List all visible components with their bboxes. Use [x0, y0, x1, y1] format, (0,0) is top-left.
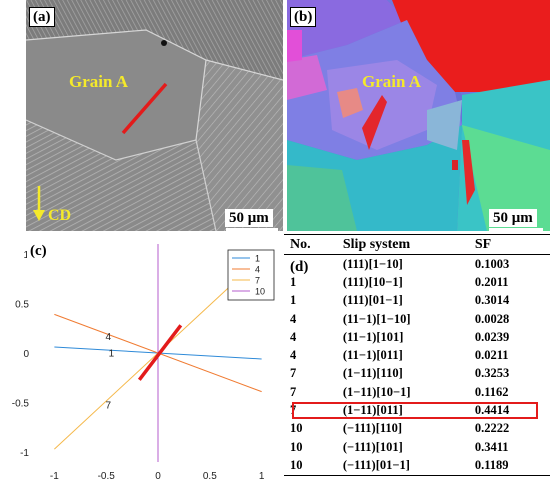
row-slip-system: (111)[1−10] — [342, 256, 403, 271]
row-slip-system: (−111)[110] — [342, 421, 403, 436]
table-row: 7 (1−11)[10−1] 0.1162 — [284, 383, 550, 401]
header-no: No. — [284, 234, 343, 255]
row-sf: 0.1189 — [474, 456, 550, 476]
panel-d-tag: (d) — [288, 259, 311, 276]
y-tick-label: -0.5 — [12, 399, 30, 410]
panel-a-tag: (a) — [29, 7, 55, 27]
row-no: 7 — [290, 366, 297, 381]
scale-bar-label-ebsd: 50 μm — [489, 209, 537, 227]
row-sf: 0.2222 — [474, 421, 510, 436]
x-tick-label: 1 — [259, 471, 265, 482]
y-tick-label: 0.5 — [15, 299, 29, 310]
table-row: 4 (11−1)[101] 0.0239 — [284, 328, 550, 346]
slip-trace-line — [121, 82, 168, 135]
table-row: 4 (11−1)[011] 0.0211 — [284, 346, 550, 364]
x-tick-label: 0 — [155, 471, 161, 482]
highlight-slip-trace — [137, 324, 183, 381]
x-tick-label: 0.5 — [203, 471, 217, 482]
sem-micrograph-image — [26, 0, 283, 231]
table-row: 1(111)[1−10]0.1003 — [284, 255, 550, 274]
table-row: 1 (111)[01−1] 0.3014 — [284, 292, 550, 310]
panel-b-tag: (b) — [290, 7, 317, 27]
row-no: 10 — [290, 421, 303, 436]
row-slip-system: (−111)[01−1] — [342, 456, 475, 476]
row-slip-system: (111)[01−1] — [342, 293, 403, 308]
ebsd-map-panel: (b) Grain A 50 μm — [287, 0, 550, 231]
ebsd-orientation-map — [287, 0, 550, 231]
header-sf: SF — [474, 234, 550, 255]
row-slip-system: (111)[10−1] — [342, 274, 403, 289]
cd-arrow-icon — [33, 186, 45, 221]
row-sf: 0.3014 — [474, 293, 510, 308]
row-sf: 0.2011 — [474, 274, 509, 289]
series-label: 1 — [109, 349, 115, 360]
legend-entry: 1 — [255, 254, 260, 264]
legend-entry: 4 — [255, 265, 260, 275]
grain-a-label: Grain A — [69, 72, 129, 91]
row-slip-system: (1−11)[10−1] — [342, 384, 411, 399]
cd-direction-label: CD — [48, 207, 72, 224]
row-no: 1 — [290, 274, 297, 289]
series-label: 4 — [105, 332, 111, 343]
x-tick-label: -0.5 — [98, 471, 116, 482]
row-sf: 0.1162 — [474, 384, 509, 399]
row-no: 4 — [290, 311, 297, 326]
table-row: 7 (1−11)[110] 0.3253 — [284, 365, 550, 383]
scale-bar — [226, 228, 278, 231]
row-no: 10 — [284, 456, 343, 476]
row-sf: 0.3253 — [474, 366, 510, 381]
highlighted-row-box — [292, 401, 538, 419]
row-sf: 0.3411 — [474, 439, 509, 454]
row-no: 7 — [290, 384, 297, 399]
row-no: 10 — [290, 439, 303, 454]
row-slip-system: (11−1)[101] — [342, 329, 404, 344]
scale-bar-label: 50 μm — [225, 209, 273, 227]
y-tick-label: 0 — [23, 349, 29, 360]
table-row: 10 (−111)[110] 0.2222 — [284, 420, 550, 438]
row-sf: 0.0028 — [474, 311, 510, 326]
legend-entry: 10 — [255, 287, 265, 297]
row-slip-system: (1−11)[110] — [342, 366, 403, 381]
row-slip-system: (−111)[101] — [342, 439, 403, 454]
x-tick-label: -1 — [50, 471, 59, 482]
row-no: 4 — [290, 329, 297, 344]
table-row: 1 (111)[10−1] 0.2011 — [284, 273, 550, 291]
header-slip-system: Slip system — [342, 234, 475, 255]
row-sf: 0.0239 — [474, 329, 510, 344]
table-row: 10 (−111)[01−1] 0.1189 — [284, 456, 550, 476]
row-sf: 0.0211 — [474, 348, 509, 363]
row-slip-system: (1−11)[011] — [342, 403, 403, 418]
row-slip-system: (11−1)[011] — [342, 348, 403, 363]
slip-system-table: No. Slip system SF 1 (111)[1−10] 0.1003 1 (1… — [284, 234, 550, 476]
row-sf: 0.4414 — [474, 403, 510, 418]
row-sf: 0.1003 — [474, 256, 510, 271]
panel-c-tag: (c) — [27, 242, 50, 260]
y-tick-label: -1 — [20, 448, 29, 459]
table-header-row: No. Slip system SF — [284, 234, 550, 255]
row-no: 1 — [290, 293, 297, 308]
series-line — [54, 261, 257, 450]
sem-micrograph-panel: (a) Grain A CD 50 μm — [26, 0, 283, 231]
row-no: 4 — [290, 348, 297, 363]
legend-entry: 7 — [255, 276, 260, 286]
series-label: 7 — [105, 401, 111, 412]
grain-a-label-ebsd: Grain A — [362, 72, 422, 91]
scale-bar-ebsd — [489, 228, 543, 231]
table-row: 10 (−111)[101] 0.3411 — [284, 438, 550, 456]
row-slip-system: (11−1)[1−10] — [342, 311, 411, 326]
table-row: 4 (11−1)[1−10] 0.0028 — [284, 310, 550, 328]
y-tick-label: 1 — [23, 250, 29, 261]
slip-system-table-panel: No. Slip system SF 1 (111)[1−10] 0.1003 1 (1… — [284, 234, 550, 492]
